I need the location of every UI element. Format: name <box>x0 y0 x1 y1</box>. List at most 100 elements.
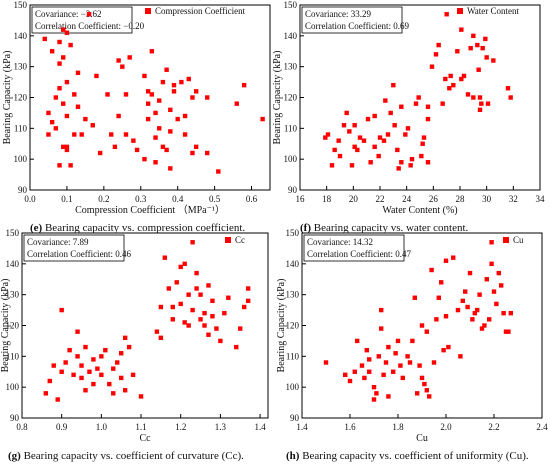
data-point <box>205 95 210 100</box>
data-point <box>489 240 494 245</box>
y-axis-label: Bearing Capacity (kPa) <box>276 279 287 373</box>
data-point <box>413 101 419 106</box>
data-point <box>395 338 401 344</box>
data-point <box>429 267 434 273</box>
data-point <box>434 317 439 322</box>
data-point <box>355 338 360 344</box>
data-point <box>451 82 456 88</box>
data-point <box>470 317 475 322</box>
data-point <box>506 329 511 334</box>
data-point <box>371 384 377 390</box>
x-tick-label: 1.8 <box>392 422 404 432</box>
stats-line: Correlation Coefficient: 0.47 <box>307 249 412 259</box>
data-point <box>53 95 59 100</box>
y-tick-label: 130 <box>284 62 298 72</box>
data-point <box>372 113 377 119</box>
data-point <box>352 123 357 128</box>
data-point <box>398 363 403 368</box>
data-point <box>485 101 491 106</box>
data-point <box>64 79 70 85</box>
data-point <box>491 58 496 63</box>
data-point <box>400 375 405 381</box>
stats-line: Covariance: 14.32 <box>307 237 373 247</box>
y-tick-label: 140 <box>14 31 28 41</box>
data-point <box>158 304 164 310</box>
y-tick-label: 150 <box>14 0 28 10</box>
data-point <box>352 369 357 374</box>
data-point <box>118 375 124 381</box>
y-tick-label: 110 <box>6 351 20 361</box>
data-point <box>55 397 60 402</box>
x-tick-label: 0.5 <box>209 194 221 204</box>
data-point <box>487 317 492 322</box>
data-point <box>472 310 477 316</box>
legend-label: Water Content <box>467 6 520 16</box>
data-point <box>431 360 437 365</box>
data-point <box>210 298 215 304</box>
data-point <box>468 45 473 51</box>
y-tick-label: 140 <box>284 31 298 41</box>
data-point <box>439 280 444 285</box>
y-tick-label: 140 <box>6 259 20 269</box>
data-point <box>158 335 164 341</box>
y-tick-label: 90 <box>290 413 300 423</box>
data-point <box>116 113 121 119</box>
data-point <box>343 372 348 378</box>
data-point <box>496 270 501 276</box>
data-point <box>364 347 369 353</box>
data-point <box>123 132 129 137</box>
data-point <box>126 344 132 350</box>
data-point <box>508 310 513 316</box>
data-point <box>491 289 497 294</box>
data-point <box>234 101 239 106</box>
data-point <box>341 123 347 128</box>
data-point <box>412 295 417 300</box>
data-point <box>94 73 99 79</box>
data-point <box>367 369 372 374</box>
x-tick-label: 1.4 <box>254 422 266 432</box>
x-tick-label: 0.8 <box>16 422 28 432</box>
chart-f: 16 18 20 22 24 26 28 30 32 34 90 100 110 120 130 140 150… <box>272 0 545 216</box>
x-tick-label: 30 <box>482 194 492 204</box>
data-point <box>160 79 166 85</box>
data-point <box>362 375 367 381</box>
data-point <box>451 255 456 260</box>
y-axis-label: Bearing Capacity (kPa) <box>2 51 13 145</box>
data-point <box>447 86 452 91</box>
data-point <box>465 304 470 310</box>
data-point <box>175 116 180 122</box>
data-point <box>446 344 451 350</box>
data-point <box>122 388 128 393</box>
data-point <box>190 95 195 100</box>
data-point <box>83 116 88 122</box>
data-point <box>424 329 429 334</box>
data-point <box>415 391 420 396</box>
caption-f: (f) Bearing capacity vs. water content. <box>300 222 469 234</box>
data-point <box>395 147 400 153</box>
data-point <box>194 286 199 291</box>
data-point <box>118 351 124 356</box>
x-tick-label: 0.2 <box>98 194 109 204</box>
data-point <box>407 360 413 365</box>
data-point <box>241 304 247 310</box>
x-tick-label: 24 <box>402 194 412 204</box>
data-point <box>455 307 461 313</box>
x-tick-label: 18 <box>322 194 332 204</box>
data-point <box>443 76 448 82</box>
data-point <box>420 141 425 146</box>
caption-g: (g) Bearing capacity vs. coefficient of … <box>8 450 244 462</box>
y-tick-label: 150 <box>284 0 298 10</box>
data-point <box>419 153 424 159</box>
data-point <box>153 110 158 116</box>
data-point <box>425 160 431 165</box>
data-point <box>64 113 70 119</box>
data-point <box>72 92 77 97</box>
data-point <box>245 298 251 304</box>
data-point <box>459 27 464 32</box>
data-point <box>433 52 439 57</box>
data-point <box>198 317 203 322</box>
data-point <box>68 42 73 48</box>
data-point <box>190 307 195 313</box>
data-point <box>83 388 88 393</box>
x-tick-label: 2.2 <box>488 422 499 432</box>
